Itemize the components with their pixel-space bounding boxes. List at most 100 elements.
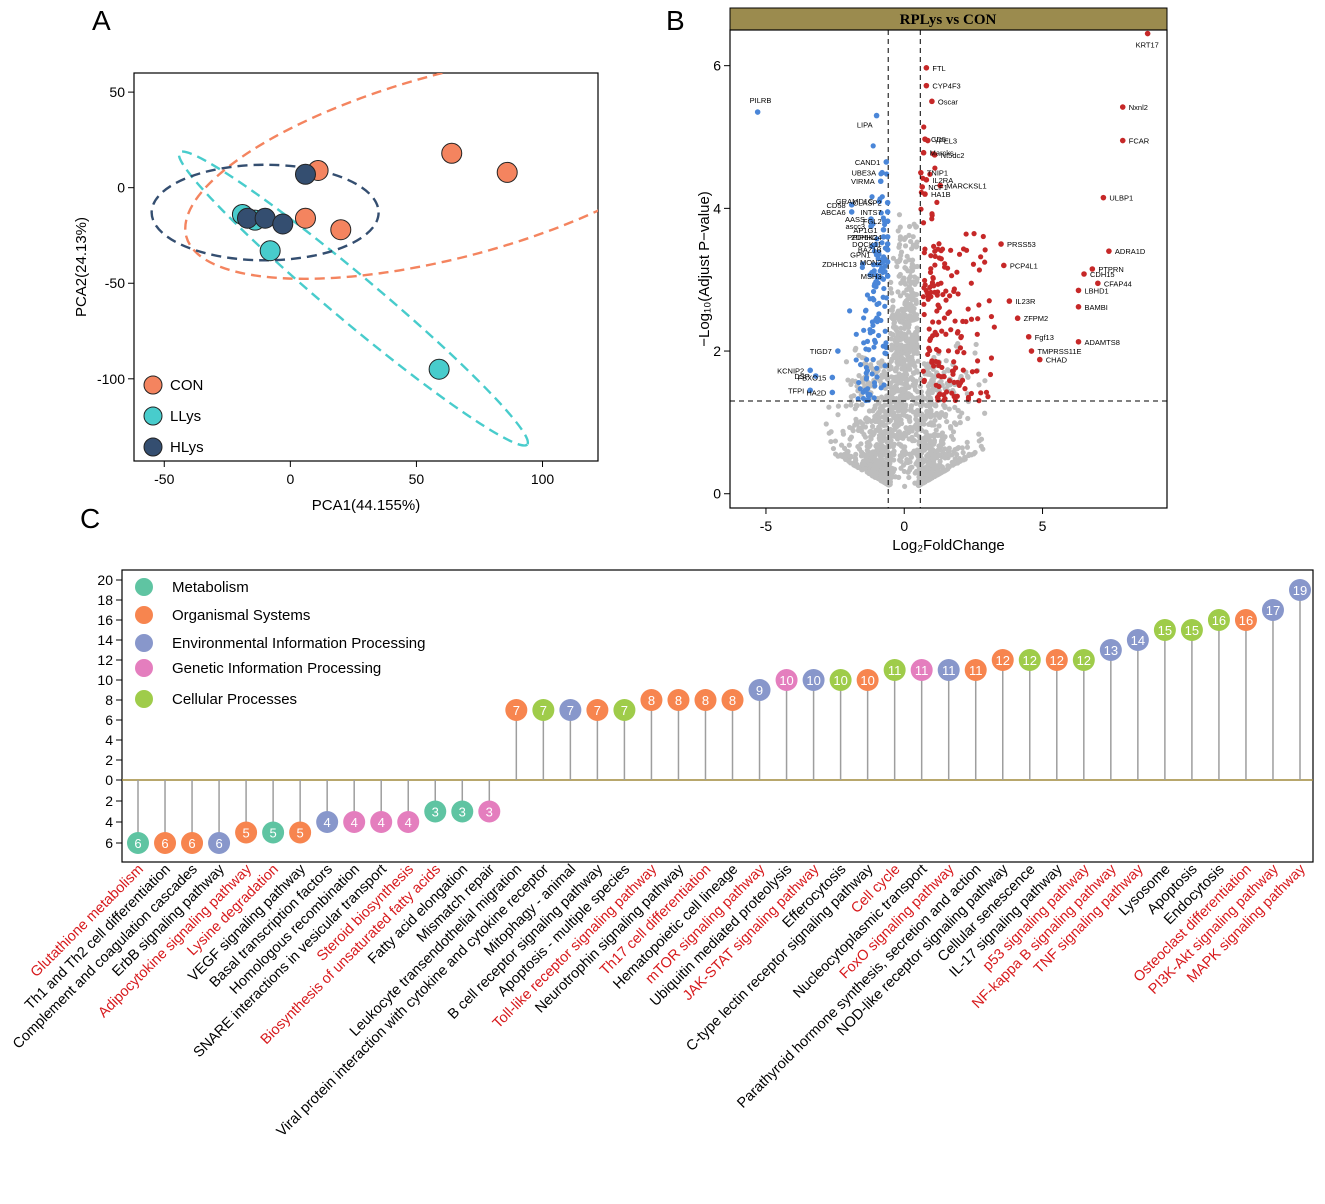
point-ns xyxy=(896,241,903,248)
gene-label-ube3a: UBE3A xyxy=(852,169,877,178)
point-ns xyxy=(941,369,947,376)
value-label-adipocytokine-signaling-pathway: 5 xyxy=(242,826,249,841)
labeled-point-tmprss11e xyxy=(1028,348,1035,354)
point-ns xyxy=(887,471,893,477)
gene-label-fgl2: FGL2 xyxy=(863,217,882,226)
point-up xyxy=(952,318,958,324)
point-ns xyxy=(888,336,894,342)
point-ns xyxy=(853,345,859,351)
point-up xyxy=(939,328,945,334)
volcano-background-points xyxy=(823,124,997,489)
labeled-point-msh3 xyxy=(884,273,891,279)
gene-label-krt17: KRT17 xyxy=(1136,41,1159,50)
labeled-point-lbhd1 xyxy=(1075,287,1082,294)
lollipop-head-pi3k-akt-signaling-pathway xyxy=(1261,599,1284,621)
point-con xyxy=(441,142,463,164)
lollipop-head-biosynthesis-of-unsaturated-fatty-acids xyxy=(424,800,447,823)
point-ns xyxy=(964,444,971,450)
point-ns xyxy=(842,456,849,463)
point-ns xyxy=(871,450,877,456)
point-ns xyxy=(909,434,915,440)
point-down xyxy=(883,295,890,301)
labeled-point-cdh15 xyxy=(1081,271,1087,277)
lollipop-head-complement-and-coagulation-cascades xyxy=(181,832,204,854)
legend-marker-environmental-information-processing xyxy=(135,634,153,652)
point-up xyxy=(974,358,981,364)
gene-label-ha1b: HA1B xyxy=(931,190,951,199)
point-up xyxy=(921,301,927,307)
point-ns xyxy=(908,392,914,398)
pca-plot: -50 0 50 100 50 0 -50 -100 PCA1(44.155%) PCA2(2… xyxy=(73,72,599,514)
point-up xyxy=(949,390,955,396)
point-up xyxy=(936,319,942,325)
labeled-point-cd58 xyxy=(848,201,855,208)
point-up xyxy=(931,243,937,249)
point-down xyxy=(874,315,880,321)
labeled-point-prss53 xyxy=(998,241,1004,247)
point-down xyxy=(871,344,877,350)
point-ns xyxy=(852,455,859,462)
lollipop-head-steroid-biosynthesis xyxy=(397,811,420,833)
gene-label-cd5: CD5 xyxy=(931,135,946,144)
labeled-point-tigd7 xyxy=(835,348,841,354)
point-down xyxy=(878,317,884,324)
point-con xyxy=(330,219,352,241)
legend-label-llys: LLys xyxy=(170,408,201,425)
point-down xyxy=(870,356,876,363)
point-ns xyxy=(848,434,855,440)
gene-label-nt5dc2: Nt5dc2 xyxy=(941,151,965,160)
point-up xyxy=(933,358,939,365)
labeled-point-gpn1 xyxy=(873,251,880,258)
lollipop-frame xyxy=(121,569,1314,863)
point-ns xyxy=(899,366,905,372)
point-ns xyxy=(972,350,978,356)
point-ns xyxy=(913,422,919,428)
point-down xyxy=(871,380,878,386)
point-ns xyxy=(843,359,850,365)
point-up xyxy=(930,275,936,282)
point-ns xyxy=(901,306,908,313)
point-ns xyxy=(902,300,908,306)
point-ns xyxy=(914,407,921,414)
point-up xyxy=(952,394,958,400)
labeled-point-tfpi xyxy=(807,387,814,394)
labeled-point-krt17 xyxy=(1144,30,1151,37)
point-ns xyxy=(922,416,928,422)
point-ns xyxy=(943,358,949,364)
point-up xyxy=(958,333,964,340)
lollipop-head-b-cell-receptor-signaling-pathway xyxy=(586,699,609,721)
point-up xyxy=(988,313,995,320)
point-ns xyxy=(895,289,901,295)
point-down xyxy=(881,254,887,260)
labeled-point-fgl2 xyxy=(884,218,891,224)
value-label-hematopoietic-cell-lineage: 8 xyxy=(729,693,736,708)
point-up xyxy=(971,231,977,237)
point-ns xyxy=(962,456,968,462)
point-ns xyxy=(950,436,956,442)
point-ns xyxy=(910,370,917,376)
legend-marker-metabolism xyxy=(135,578,153,596)
point-ns xyxy=(911,380,917,386)
point-ns xyxy=(892,387,899,393)
labeled-point-dock11 xyxy=(884,241,891,247)
point-ns xyxy=(965,374,971,380)
y-tick-label: 8 xyxy=(105,692,113,708)
lollipop-head-jak-stat-signaling-pathway xyxy=(802,669,825,691)
point-down xyxy=(880,269,886,276)
point-up xyxy=(937,391,943,397)
point-ns xyxy=(893,424,900,430)
labeled-point-pcp4l1 xyxy=(1001,262,1007,269)
point-up xyxy=(988,355,995,361)
point-down xyxy=(882,363,888,369)
point-down xyxy=(863,370,869,376)
lollipop-head-fatty-acid-elongation xyxy=(451,800,474,823)
point-down xyxy=(870,322,876,329)
point-ns xyxy=(898,325,904,331)
point-up xyxy=(943,389,950,395)
gene-label-oscar: Oscar xyxy=(938,97,959,106)
gene-label-ulbp1: ULBP1 xyxy=(1109,194,1133,203)
point-up xyxy=(936,255,942,261)
legend-marker-hlys xyxy=(143,437,163,457)
lollipop-axes: 0 2 4 6 8 10 12 14 16 18 20 2 4 6 xyxy=(97,572,1313,851)
point-ns xyxy=(888,374,895,380)
